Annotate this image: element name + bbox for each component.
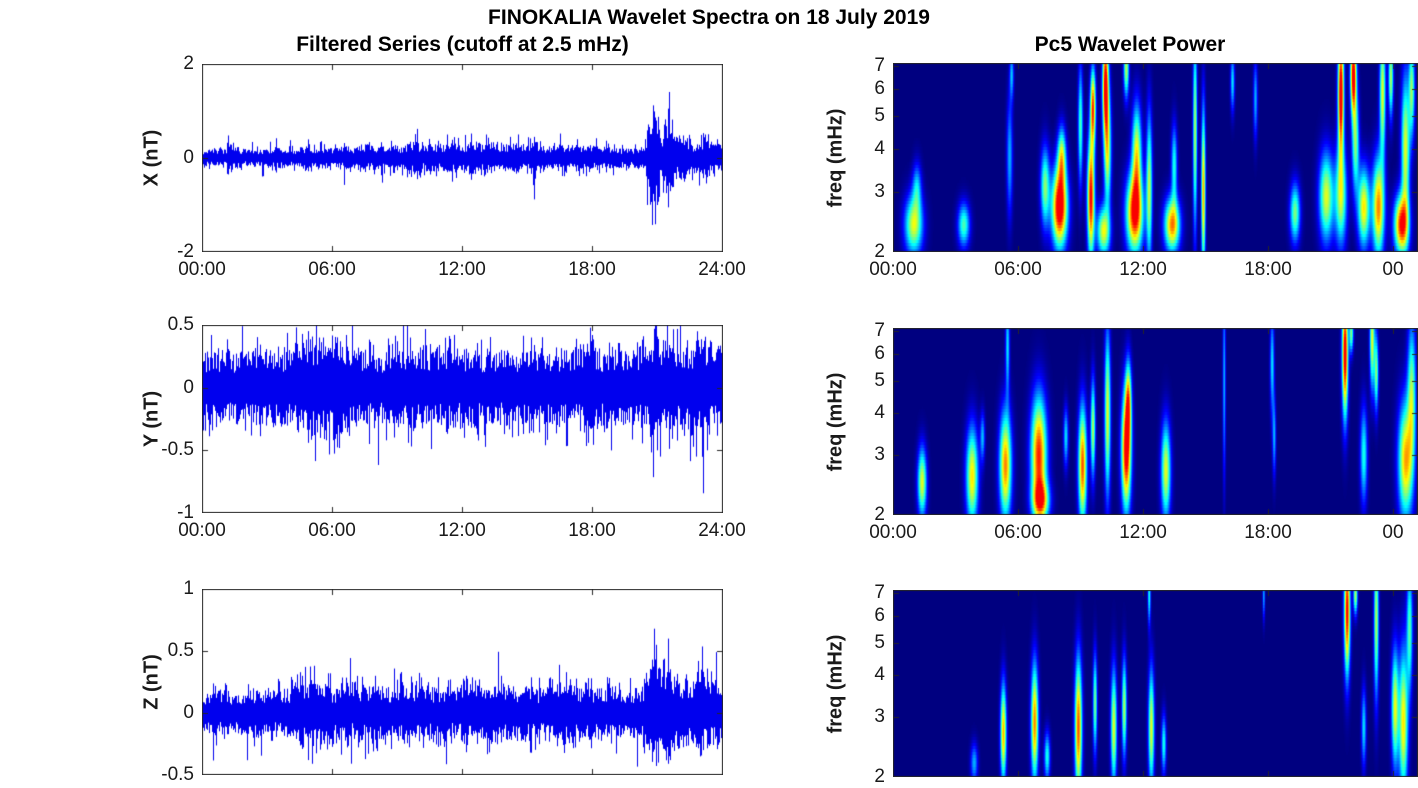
y-axis-label-z_filtered: Z (nT) (140, 654, 163, 710)
timeseries-panel-x_filtered (202, 64, 723, 252)
x-tick-label: 24:00 (698, 520, 746, 541)
x-tick-label: 06:00 (994, 259, 1042, 280)
z_filtered-plot-canvas (202, 589, 723, 775)
x-tick-label: 06:00 (994, 522, 1042, 543)
x-tick-label: 00:00 (869, 522, 917, 543)
timeseries-panel-z_filtered (202, 589, 723, 775)
y-tick-label: 4 (874, 138, 885, 160)
y-tick-label: 0 (183, 147, 194, 168)
y-axis-label-x_filtered: X (nT) (140, 129, 163, 187)
y-tick-label: 7 (874, 55, 885, 77)
x-tick-label: 00:00 (869, 259, 917, 280)
y-axis-label-y_wavelet: freq (mHz) (824, 372, 847, 471)
y-axis-label-z_wavelet: freq (mHz) (824, 634, 847, 733)
y-tick-label: -1 (177, 502, 194, 523)
x-tick-label: 18:00 (568, 520, 616, 541)
x_wavelet-plot-canvas (893, 63, 1418, 252)
y-tick-label: 7 (874, 582, 885, 604)
y-tick-label: 0 (183, 376, 194, 398)
y-tick-label: -2 (177, 241, 194, 262)
y-tick-label: 0 (183, 702, 194, 723)
x-tick-label: 00:00 (178, 259, 226, 280)
y-tick-label: 0.5 (167, 640, 194, 661)
y-tick-label: 6 (874, 78, 885, 99)
x-tick-label: 06:00 (308, 259, 356, 280)
y-tick-label: 1 (183, 578, 194, 599)
y-tick-label: 3 (874, 444, 885, 466)
x-tick-label: 00 (1382, 259, 1404, 280)
y-tick-label: 4 (874, 664, 885, 686)
wavelet-panel-y_wavelet (893, 328, 1418, 515)
y-tick-label: 5 (874, 105, 885, 127)
y-axis-label-y_filtered: Y (nT) (140, 390, 163, 448)
y-tick-label: 2 (183, 53, 194, 74)
x-tick-label: 00:00 (178, 520, 226, 541)
wavelet-panel-x_wavelet (893, 63, 1418, 252)
y-tick-label: 6 (874, 342, 885, 364)
timeseries-panel-y_filtered (202, 325, 723, 513)
right-column-title: Pc5 Wavelet Power (1034, 33, 1226, 56)
y-tick-label: 0.5 (167, 314, 194, 335)
y-tick-label: 5 (874, 631, 885, 653)
y-tick-label: 7 (874, 320, 885, 342)
x-tick-label: 18:00 (1244, 259, 1292, 280)
x-tick-label: 18:00 (568, 259, 616, 280)
y_wavelet-plot-canvas (893, 328, 1418, 515)
x_filtered-plot-canvas (202, 64, 723, 252)
y-axis-label-x_wavelet: freq (mHz) (824, 108, 847, 207)
x-tick-label: 12:00 (1119, 522, 1167, 543)
x-tick-label: 24:00 (698, 259, 746, 280)
y-tick-label: 2 (874, 766, 885, 787)
y-tick-label: 4 (874, 402, 885, 424)
y-tick-label: 2 (874, 241, 885, 262)
figure-title: FINOKALIA Wavelet Spectra on 18 July 201… (488, 6, 930, 29)
left-column-title: Filtered Series (cutoff at 2.5 mHz) (296, 33, 629, 56)
x-tick-label: 06:00 (308, 520, 356, 541)
x-tick-label: 12:00 (438, 259, 486, 280)
y-tick-label: 3 (874, 706, 885, 728)
y-tick-label: 3 (874, 180, 885, 202)
z_wavelet-plot-canvas (893, 590, 1418, 777)
x-tick-label: 12:00 (438, 520, 486, 541)
y_filtered-plot-canvas (202, 325, 723, 513)
x-tick-label: 12:00 (1119, 259, 1167, 280)
y-tick-label: -0.5 (161, 439, 194, 461)
y-tick-label: -0.5 (161, 764, 194, 785)
x-tick-label: 18:00 (1244, 522, 1292, 543)
wavelet-panel-z_wavelet (893, 590, 1418, 777)
y-tick-label: 2 (874, 504, 885, 525)
y-tick-label: 6 (874, 604, 885, 626)
x-tick-label: 00 (1382, 522, 1404, 543)
y-tick-label: 5 (874, 369, 885, 391)
